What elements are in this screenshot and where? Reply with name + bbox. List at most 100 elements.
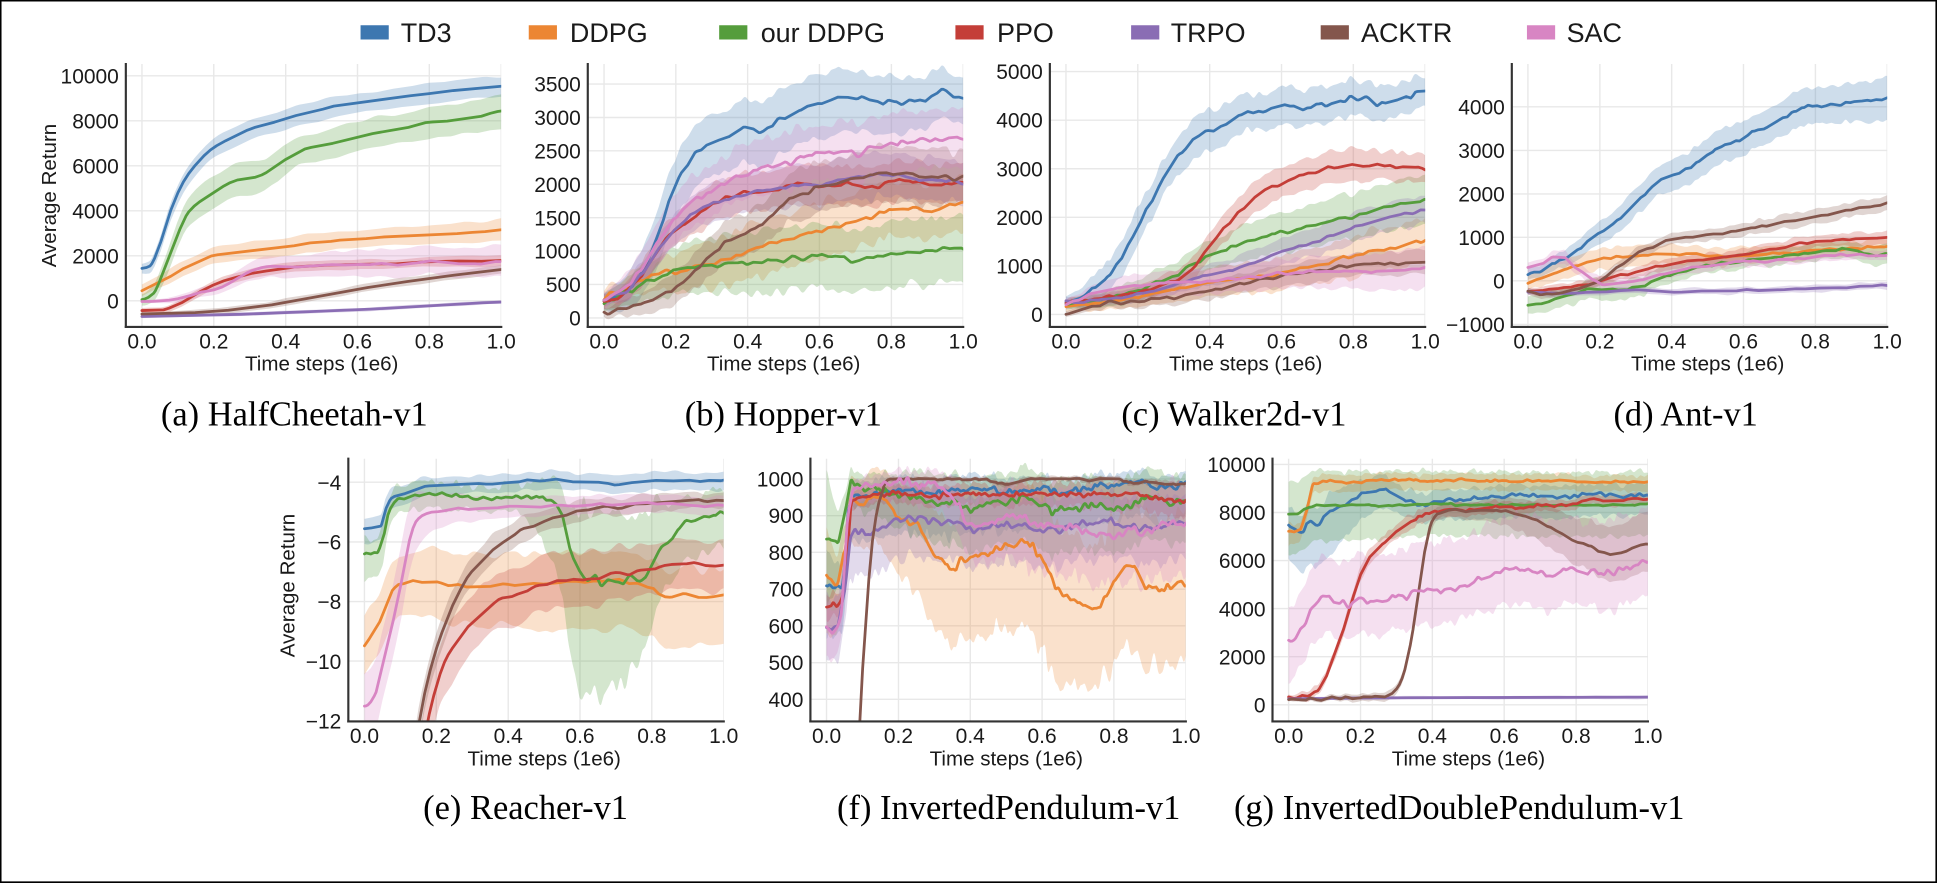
svg-text:1.0: 1.0 — [709, 725, 738, 748]
svg-text:0.8: 0.8 — [1801, 330, 1830, 353]
svg-text:0: 0 — [1031, 304, 1043, 327]
svg-text:(g) InvertedDoublePendulum-v1: (g) InvertedDoublePendulum-v1 — [1234, 789, 1684, 827]
svg-text:800: 800 — [768, 542, 803, 565]
svg-text:Time steps (1e6): Time steps (1e6) — [468, 747, 621, 770]
svg-text:(f) InvertedPendulum-v1: (f) InvertedPendulum-v1 — [837, 789, 1180, 827]
svg-text:3500: 3500 — [534, 74, 581, 97]
svg-text:0.8: 0.8 — [1099, 725, 1128, 748]
svg-text:Time steps (1e6): Time steps (1e6) — [1169, 353, 1322, 376]
svg-text:0.2: 0.2 — [1585, 330, 1614, 353]
svg-text:1000: 1000 — [757, 469, 804, 492]
svg-text:3000: 3000 — [1458, 140, 1505, 163]
svg-text:1000: 1000 — [1458, 227, 1505, 250]
svg-text:500: 500 — [546, 274, 581, 297]
svg-text:−12: −12 — [306, 710, 342, 733]
svg-text:0.2: 0.2 — [884, 725, 913, 748]
svg-text:0.2: 0.2 — [199, 330, 228, 353]
svg-text:−10: −10 — [306, 651, 342, 674]
svg-text:0.6: 0.6 — [565, 725, 594, 748]
svg-text:0.8: 0.8 — [1561, 725, 1590, 748]
svg-text:6000: 6000 — [72, 155, 119, 178]
svg-text:1.0: 1.0 — [949, 330, 978, 353]
svg-text:0.0: 0.0 — [350, 725, 379, 748]
svg-text:0.6: 0.6 — [805, 330, 834, 353]
svg-text:0.6: 0.6 — [343, 330, 372, 353]
svg-text:Average Return: Average Return — [276, 514, 299, 658]
svg-text:1.0: 1.0 — [1411, 330, 1440, 353]
svg-text:4000: 4000 — [1458, 96, 1505, 119]
svg-text:700: 700 — [768, 579, 803, 602]
svg-text:0.0: 0.0 — [1513, 330, 1542, 353]
svg-text:8000: 8000 — [72, 110, 119, 133]
svg-text:0.8: 0.8 — [637, 725, 666, 748]
svg-text:0.8: 0.8 — [1339, 330, 1368, 353]
svg-text:−1000: −1000 — [1446, 314, 1505, 337]
svg-text:0.0: 0.0 — [1274, 725, 1303, 748]
svg-text:0.8: 0.8 — [877, 330, 906, 353]
svg-text:2000: 2000 — [996, 207, 1043, 230]
svg-text:0.4: 0.4 — [733, 330, 762, 353]
svg-text:0.4: 0.4 — [271, 330, 300, 353]
svg-text:0: 0 — [1254, 694, 1266, 717]
svg-text:1500: 1500 — [534, 207, 581, 230]
svg-text:PPO: PPO — [997, 18, 1054, 48]
svg-text:(b) Hopper-v1: (b) Hopper-v1 — [685, 396, 882, 434]
svg-text:0: 0 — [569, 308, 581, 331]
svg-text:(a) HalfCheetah-v1: (a) HalfCheetah-v1 — [161, 396, 428, 434]
svg-text:0.6: 0.6 — [1267, 330, 1296, 353]
svg-text:2000: 2000 — [534, 174, 581, 197]
svg-text:2000: 2000 — [1219, 646, 1266, 669]
svg-text:6000: 6000 — [1219, 550, 1266, 573]
svg-text:Time steps (1e6): Time steps (1e6) — [1631, 353, 1784, 376]
svg-text:1000: 1000 — [996, 256, 1043, 279]
svg-text:1.0: 1.0 — [1633, 725, 1662, 748]
svg-text:0: 0 — [107, 290, 119, 313]
svg-text:ACKTR: ACKTR — [1361, 18, 1452, 48]
svg-text:0.4: 0.4 — [1195, 330, 1224, 353]
svg-text:0.4: 0.4 — [956, 725, 985, 748]
svg-text:0.2: 0.2 — [661, 330, 690, 353]
svg-text:0.4: 0.4 — [1418, 725, 1447, 748]
svg-text:0.0: 0.0 — [812, 725, 841, 748]
svg-text:TRPO: TRPO — [1171, 18, 1246, 48]
svg-text:1.0: 1.0 — [487, 330, 516, 353]
svg-text:600: 600 — [768, 615, 803, 638]
svg-text:4000: 4000 — [996, 110, 1043, 133]
svg-text:0.8: 0.8 — [415, 330, 444, 353]
svg-text:0: 0 — [1493, 270, 1505, 293]
svg-text:2000: 2000 — [1458, 183, 1505, 206]
svg-text:0.2: 0.2 — [1123, 330, 1152, 353]
svg-text:8000: 8000 — [1219, 502, 1266, 525]
svg-text:0.2: 0.2 — [1346, 725, 1375, 748]
svg-text:0.0: 0.0 — [1051, 330, 1080, 353]
svg-text:2000: 2000 — [72, 245, 119, 268]
svg-text:0.6: 0.6 — [1729, 330, 1758, 353]
svg-text:TD3: TD3 — [401, 18, 452, 48]
svg-text:0.2: 0.2 — [422, 725, 451, 748]
svg-text:4000: 4000 — [1219, 598, 1266, 621]
svg-text:0.4: 0.4 — [1657, 330, 1686, 353]
svg-text:Time steps (1e6): Time steps (1e6) — [245, 353, 398, 376]
svg-text:DDPG: DDPG — [570, 18, 648, 48]
svg-text:−6: −6 — [317, 531, 341, 554]
svg-text:0.0: 0.0 — [127, 330, 156, 353]
svg-text:2500: 2500 — [534, 140, 581, 163]
svg-text:0.0: 0.0 — [589, 330, 618, 353]
svg-text:our DDPG: our DDPG — [761, 18, 885, 48]
svg-text:0.6: 0.6 — [1028, 725, 1057, 748]
svg-text:10000: 10000 — [61, 65, 119, 88]
svg-text:(d) Ant-v1: (d) Ant-v1 — [1613, 396, 1757, 434]
svg-text:Time steps (1e6): Time steps (1e6) — [930, 747, 1083, 770]
svg-text:400: 400 — [768, 689, 803, 712]
svg-text:1.0: 1.0 — [1873, 330, 1902, 353]
svg-text:4000: 4000 — [72, 200, 119, 223]
svg-text:Time steps (1e6): Time steps (1e6) — [1392, 747, 1545, 770]
svg-text:5000: 5000 — [996, 61, 1043, 84]
svg-text:1.0: 1.0 — [1171, 725, 1200, 748]
svg-text:Time steps (1e6): Time steps (1e6) — [707, 353, 860, 376]
svg-text:0.4: 0.4 — [494, 725, 523, 748]
svg-text:(e) Reacher-v1: (e) Reacher-v1 — [423, 789, 628, 827]
svg-text:500: 500 — [768, 652, 803, 675]
svg-text:1000: 1000 — [534, 241, 581, 264]
svg-text:10000: 10000 — [1207, 454, 1265, 477]
